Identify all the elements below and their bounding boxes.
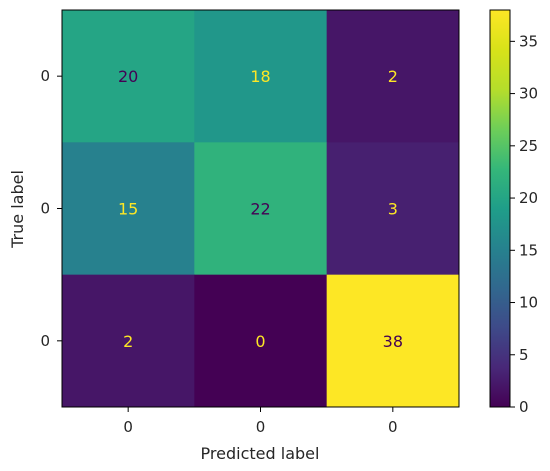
colorbar-tick-label: 20 — [519, 189, 538, 207]
colorbar-tick-label: 35 — [519, 32, 538, 50]
y-tick-label: 0 — [40, 199, 50, 217]
cell-value-label: 0 — [255, 332, 265, 351]
cell-value-label: 3 — [388, 199, 398, 218]
heatmap-cell — [62, 274, 195, 408]
heatmap-cell — [194, 10, 328, 143]
heatmap-cell — [62, 10, 195, 143]
heatmap-cell — [326, 142, 460, 276]
cell-value-label: 15 — [118, 199, 138, 218]
colorbar-tick-label: 5 — [519, 346, 529, 364]
cell-value-label: 20 — [118, 67, 138, 86]
y-tick-label: 0 — [40, 332, 50, 350]
x-tick-label: 0 — [123, 418, 133, 436]
x-axis-label: Predicted label — [201, 444, 320, 463]
heatmap-cell — [194, 274, 328, 408]
x-tick-label: 0 — [256, 418, 266, 436]
cell-value-label: 22 — [250, 199, 270, 218]
colorbar-tick-label: 15 — [519, 241, 538, 259]
colorbar-tick-label: 30 — [519, 85, 538, 103]
colorbar-ticks: 0 5 10 15 20 25 30 35 — [510, 32, 538, 416]
heatmap-cell — [194, 142, 328, 276]
heatmap-cells: 20 18 215 22 32 0 38 — [62, 10, 460, 408]
colorbar-tick-label: 0 — [519, 398, 529, 416]
x-tick-label: 0 — [388, 418, 398, 436]
cell-value-label: 2 — [123, 332, 133, 351]
colorbar-tick-label: 10 — [519, 294, 538, 312]
cell-value-label: 2 — [388, 67, 398, 86]
cell-value-label: 18 — [250, 67, 270, 86]
y-axis-ticks: 0 0 0 — [40, 67, 62, 350]
cell-value-label: 38 — [383, 332, 403, 351]
y-tick-label: 0 — [40, 67, 50, 85]
colorbar-tick-label: 25 — [519, 137, 538, 155]
heatmap-cell — [326, 10, 460, 143]
colorbar — [489, 9, 511, 408]
heatmap-cell — [62, 142, 195, 276]
heatmap-cell — [326, 274, 460, 408]
y-axis-label: True label — [8, 170, 27, 249]
x-axis-ticks: 0 0 0 — [123, 406, 398, 436]
